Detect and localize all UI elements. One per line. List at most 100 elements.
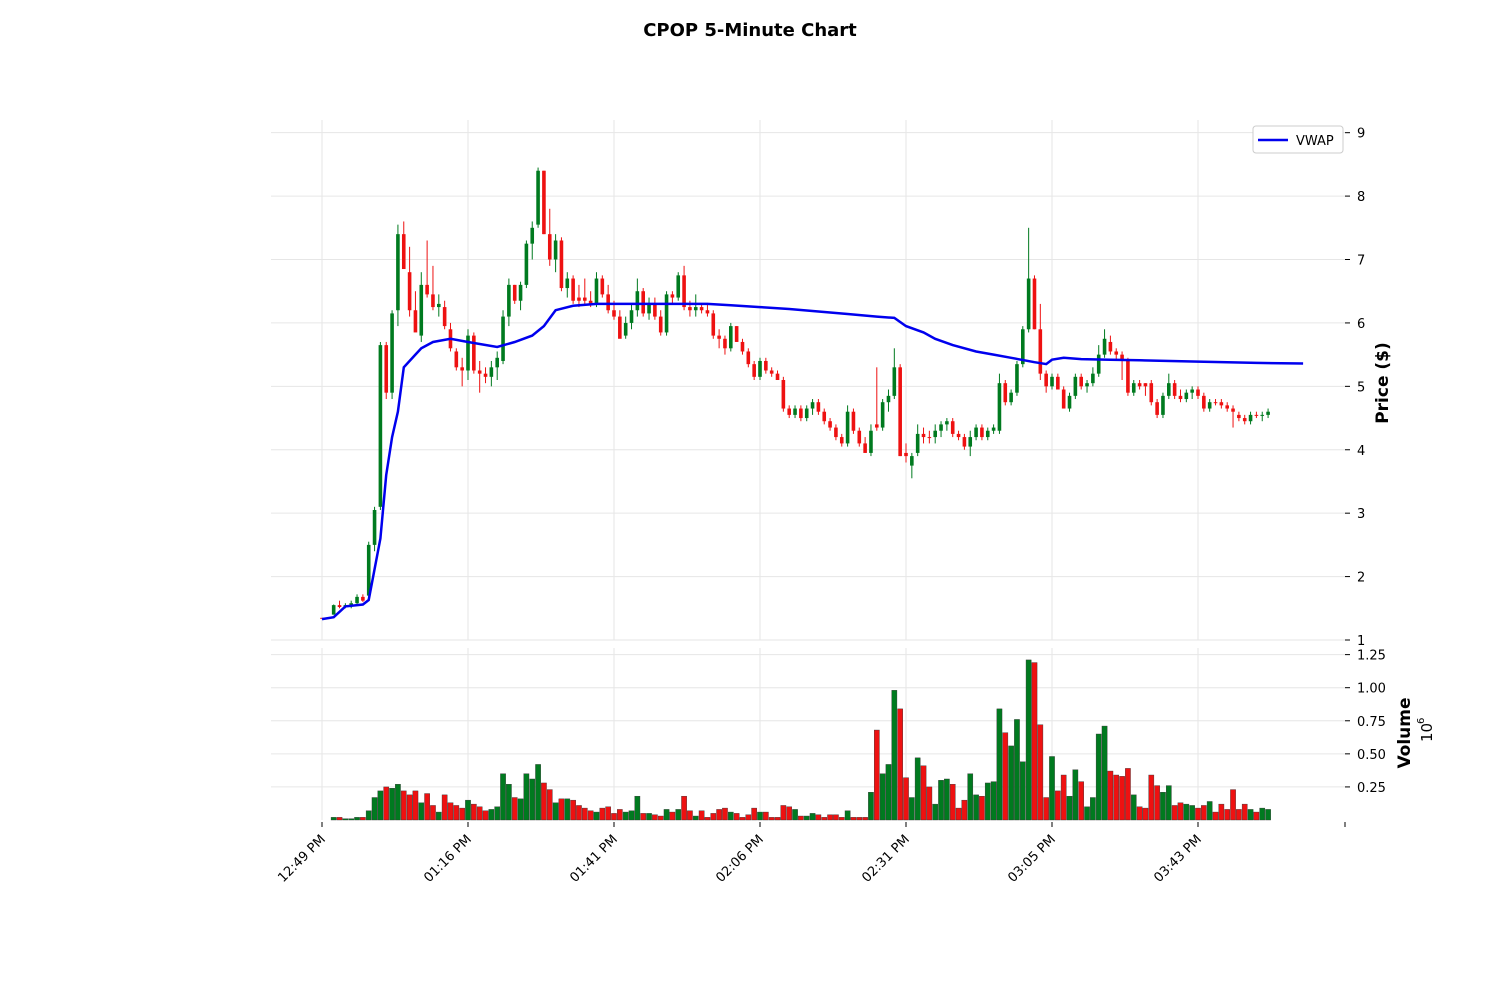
candle-body: [758, 360, 762, 377]
volume-bar: [932, 803, 938, 821]
candle-body: [1242, 418, 1247, 422]
volume-bar: [541, 782, 547, 821]
candle-body: [594, 278, 599, 304]
volume-multiplier-exp: 6: [1416, 718, 1427, 724]
volume-bar: [552, 802, 559, 821]
volume-bar: [1230, 789, 1236, 821]
volume-bar: [476, 806, 483, 821]
volume-bar: [1236, 809, 1242, 821]
candle-body: [1021, 329, 1025, 365]
candle-body: [600, 278, 605, 295]
volume-bar: [371, 797, 378, 821]
volume-bar: [441, 794, 448, 821]
volume-tick-label: 1.00: [1357, 682, 1386, 697]
volume-tick-label: 0.50: [1357, 748, 1386, 763]
volume-bar: [1224, 809, 1230, 821]
candle-body: [980, 427, 984, 438]
volume-bars: [330, 659, 1271, 821]
volume-multiplier: 10 6: [1416, 718, 1436, 742]
legend-box: [1252, 125, 1344, 154]
volume-bar: [798, 815, 804, 821]
candle-body: [781, 380, 786, 409]
price-tick-label: 1: [1357, 634, 1365, 649]
candle-body: [1009, 392, 1013, 403]
candle-body: [799, 408, 803, 419]
candle-body: [816, 402, 821, 412]
volume-bar: [1218, 803, 1225, 821]
volume-bar: [967, 773, 974, 821]
legend: VWAP: [1252, 125, 1344, 154]
candle-body: [530, 227, 535, 244]
volume-bar: [617, 809, 623, 821]
candle-body: [933, 430, 937, 438]
volume-bar: [844, 810, 851, 821]
volume-bar: [1078, 781, 1084, 821]
candle-body: [337, 605, 342, 608]
volume-bar: [1165, 785, 1172, 821]
candle-body: [1172, 383, 1177, 396]
volume-bar: [1160, 792, 1166, 821]
volume-bar: [389, 788, 395, 821]
volume-bar: [395, 784, 401, 821]
volume-bar: [1201, 805, 1207, 821]
candle-body: [810, 402, 815, 409]
candle-body: [425, 284, 429, 295]
volume-bar: [827, 814, 833, 821]
volume-bar: [874, 729, 880, 821]
candle-body: [664, 294, 669, 333]
candle-body: [1050, 376, 1054, 387]
candle-body: [1032, 278, 1037, 330]
volume-bar: [774, 817, 781, 821]
price-axis-label: Price ($): [1373, 342, 1393, 424]
volume-bar: [447, 802, 454, 821]
volume-bar: [833, 814, 839, 821]
volume-bar: [646, 813, 652, 821]
candle-body: [1231, 408, 1235, 412]
volume-bar: [511, 797, 518, 821]
volume-bar: [1025, 659, 1032, 821]
volume-bar: [821, 817, 828, 821]
candle-body: [507, 284, 511, 317]
volume-bar: [961, 799, 968, 821]
candle-body: [372, 510, 377, 545]
candle-body: [1079, 376, 1083, 387]
candle-body: [635, 291, 640, 311]
candle-body: [390, 313, 394, 393]
candle-body: [472, 335, 476, 371]
volume-bar: [897, 708, 903, 821]
candle-body: [746, 351, 751, 365]
volume-bar: [1241, 803, 1248, 821]
candle-body: [670, 294, 675, 298]
candle-body: [1096, 354, 1101, 374]
volume-bar: [611, 813, 617, 821]
candle-body: [793, 408, 797, 415]
candle-body: [804, 408, 809, 419]
candle-body: [355, 596, 359, 604]
volume-bar: [628, 810, 635, 821]
volume-bar: [1002, 732, 1009, 821]
volume-bar: [529, 778, 536, 821]
candle-body: [752, 364, 756, 377]
candle-body: [419, 284, 424, 336]
candle-body: [1114, 351, 1119, 355]
volume-bar: [1014, 719, 1020, 821]
candle-body: [945, 421, 949, 425]
volume-bar: [377, 790, 384, 821]
volume-bar: [383, 786, 390, 821]
volume-bar: [622, 811, 629, 821]
volume-bar: [582, 807, 588, 821]
candle-body: [542, 170, 546, 235]
candle-body: [366, 544, 371, 596]
candle-body: [956, 433, 961, 438]
candle-body: [968, 437, 973, 447]
candle-body: [1137, 383, 1142, 387]
candle-body: [1266, 411, 1270, 415]
volume-bar: [360, 817, 366, 821]
candle-body: [1026, 278, 1031, 330]
chart-title: CPOP 5-Minute Chart: [643, 20, 857, 41]
volume-bar: [1148, 774, 1155, 821]
candle-body: [939, 424, 943, 431]
volume-bar: [570, 799, 576, 821]
volume-bar: [471, 803, 477, 821]
